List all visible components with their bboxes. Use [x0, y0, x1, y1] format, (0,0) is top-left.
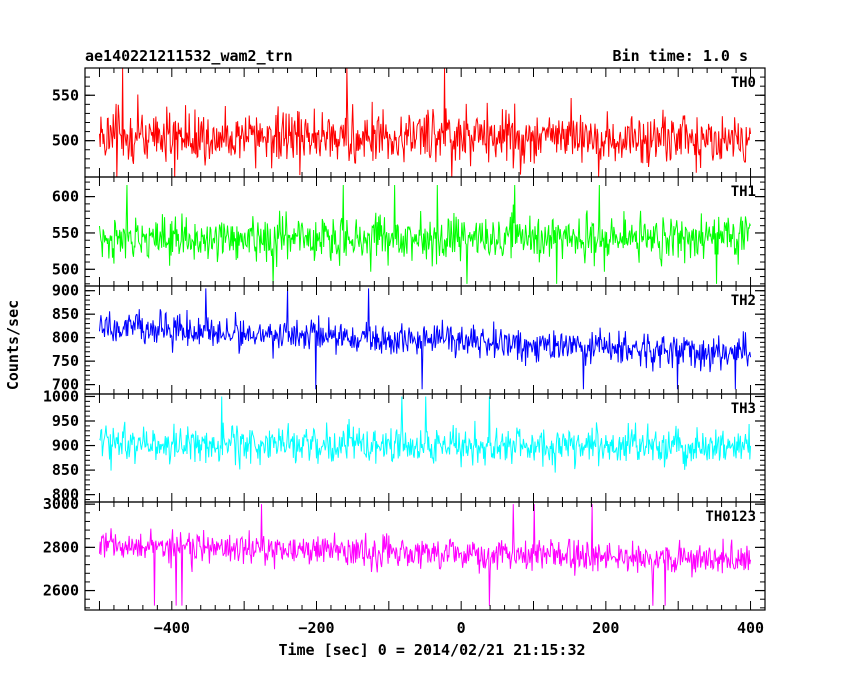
y-tick-label: 500	[52, 260, 79, 278]
x-tick-label: 0	[457, 619, 466, 637]
panel-label: TH1	[731, 184, 756, 200]
lightcurve-trace-th0	[98, 68, 752, 177]
lightcurve-trace-th3	[99, 396, 752, 473]
x-tick-label: −400	[154, 619, 190, 637]
panels-group: 500 550 TH0 500 550 600 TH1 700 750 800 850 900 TH2 8…	[43, 67, 766, 611]
y-tick-label: 800	[52, 486, 79, 504]
x-tick-label: 200	[592, 619, 619, 637]
panel-label: TH3	[731, 401, 756, 417]
x-axis-label: Time [sec] 0 = 2014/02/21 21:15:32	[278, 641, 585, 659]
y-tick-label: 900	[52, 282, 79, 300]
lightcurve-trace-th1	[98, 184, 751, 284]
y-tick-label: 800	[52, 329, 79, 347]
panel-th2: 700 750 800 850 900 TH2	[52, 282, 766, 395]
y-tick-label: 700	[52, 376, 79, 394]
lightcurve-trace-th0123	[98, 504, 752, 606]
y-axis-label: Counts/sec	[4, 300, 22, 390]
y-tick-label: 500	[52, 132, 79, 150]
y-tick-label: 600	[52, 188, 79, 206]
y-tick-label: 2800	[43, 538, 79, 556]
x-axis: −400 −200 0 200 400	[154, 619, 764, 637]
y-tick-label: 3000	[43, 495, 79, 513]
panel-th3: 800 850 900 950 1000 TH3	[43, 387, 766, 504]
x-tick-label: 400	[737, 619, 764, 637]
y-tick-label: 950	[52, 412, 79, 430]
panel-label: TH0	[731, 75, 756, 91]
y-tick-label: 850	[52, 305, 79, 323]
bin-time-label: Bin time: 1.0 s	[613, 47, 748, 65]
x-tick-label: −200	[298, 619, 334, 637]
panel-th0123: 2600 2800 3000 TH0123	[43, 495, 766, 611]
y-tick-label: 900	[52, 437, 79, 455]
y-tick-label: 550	[52, 86, 79, 104]
y-tick-label: 2600	[43, 582, 79, 600]
y-tick-label: 850	[52, 461, 79, 479]
panel-label: TH0123	[705, 509, 756, 525]
y-tick-label: 550	[52, 224, 79, 242]
panel-label: TH2	[731, 293, 756, 309]
panel-th0: 500 550 TH0	[52, 67, 766, 178]
y-tick-label: 1000	[43, 387, 79, 405]
panel-th1: 500 550 600 TH1	[52, 176, 766, 287]
lightcurve-trace-th2	[98, 288, 752, 390]
chart-title: ae140221211532_wam2_trn	[85, 47, 293, 65]
y-tick-label: 750	[52, 352, 79, 370]
